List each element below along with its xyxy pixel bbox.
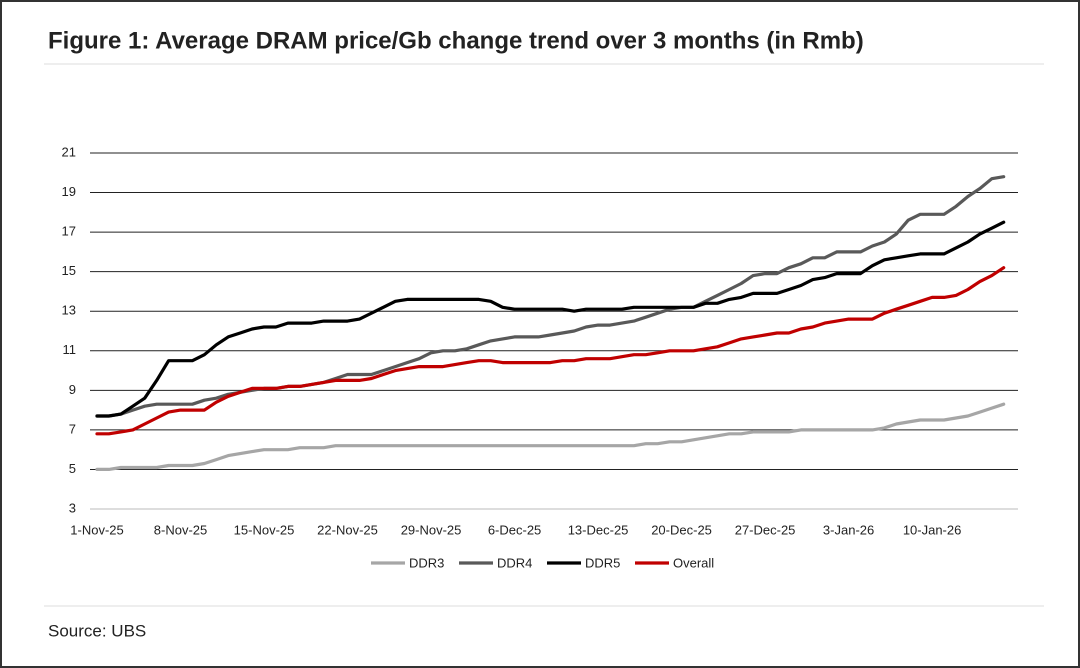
x-tick-label: 15-Nov-25: [234, 522, 295, 537]
x-tick-label: 13-Dec-25: [568, 522, 629, 537]
legend-label: DDR3: [409, 555, 444, 570]
x-tick-label: 6-Dec-25: [488, 522, 541, 537]
series-line: [95, 266, 1006, 436]
y-tick-label: 3: [69, 500, 76, 515]
x-tick-label: 20-Dec-25: [651, 522, 712, 537]
legend-label: DDR4: [497, 555, 532, 570]
chart-title: Figure 1: Average DRAM price/Gb change t…: [48, 27, 864, 54]
x-tick-label: 3-Jan-26: [823, 522, 874, 537]
x-tick-label: 10-Jan-26: [903, 522, 962, 537]
x-tick-label: 1-Nov-25: [70, 522, 123, 537]
y-tick-label: 19: [62, 184, 76, 199]
y-tick-label: 5: [69, 461, 76, 476]
y-tick-label: 11: [63, 342, 77, 357]
legend-label: DDR5: [585, 555, 620, 570]
source-note: Source: UBS: [48, 621, 146, 640]
y-tick-label: 7: [69, 421, 76, 436]
series-line: [95, 220, 1006, 418]
x-tick-label: 29-Nov-25: [401, 522, 462, 537]
series-line: [95, 402, 1006, 471]
y-tick-label: 15: [62, 263, 76, 278]
x-tick-label: 27-Dec-25: [735, 522, 796, 537]
y-tick-label: 17: [62, 224, 76, 239]
y-tick-label: 21: [62, 144, 76, 159]
y-tick-label: 9: [69, 382, 76, 397]
y-tick-label: 13: [62, 303, 76, 318]
legend-label: Overall: [673, 555, 714, 570]
x-tick-label: 8-Nov-25: [154, 522, 207, 537]
x-tick-label: 22-Nov-25: [317, 522, 378, 537]
